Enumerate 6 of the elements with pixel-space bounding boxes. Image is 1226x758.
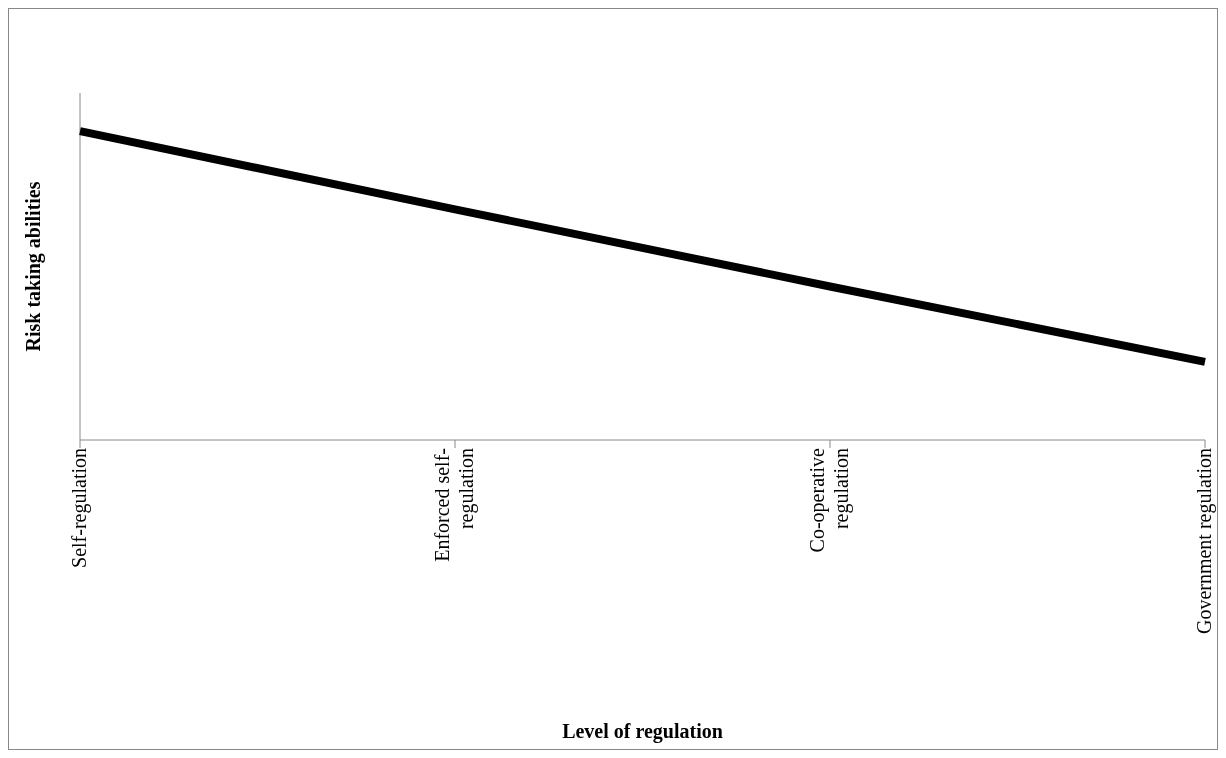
x-tick-label: Government regulation bbox=[1193, 448, 1216, 635]
y-axis-title: Risk taking abilities bbox=[22, 181, 45, 352]
x-tick-label: Self-regulation bbox=[68, 448, 91, 568]
x-tick-label: Co-operative regulation bbox=[806, 447, 853, 553]
x-axis-title: Level of regulation bbox=[562, 720, 723, 743]
x-tick-label: Enforced self-regulation bbox=[431, 448, 478, 562]
